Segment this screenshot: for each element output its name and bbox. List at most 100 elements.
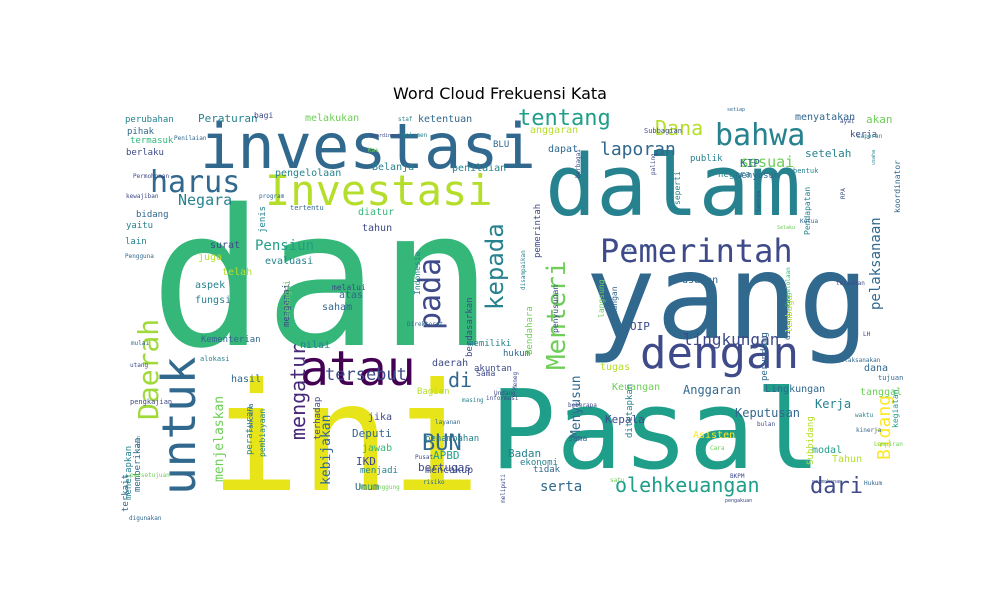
word-publik: publik (690, 154, 723, 164)
word-mencakup: mencakup (425, 465, 473, 476)
word-rpa: RPA (840, 188, 847, 199)
word-kegiatan: kegiatan (891, 389, 900, 428)
word-apbd: APBD (433, 449, 460, 462)
word-menyusun: menyusun (736, 171, 779, 181)
word-hukum: hukum (503, 349, 530, 359)
word-ekonomi: ekonomi (520, 458, 558, 468)
word-bun: BUN (422, 431, 462, 456)
word-dalam: dalam (545, 137, 801, 236)
word-penilaian: penilaian (452, 163, 506, 174)
word-dokumen: dokumen (402, 132, 428, 139)
word-peraturan: Peraturan (198, 112, 258, 125)
word-bidang: Bidang (874, 395, 895, 460)
word-layanan: layanan (435, 419, 461, 426)
word-kepala: Kepala (605, 413, 645, 426)
word-berdasarkan: berdasarkan (465, 297, 475, 357)
word-jawab: jawab (362, 443, 392, 454)
word-menteri: Menteri (542, 260, 572, 370)
word-di: di (448, 368, 472, 392)
word-melalui: melalui (332, 283, 366, 292)
word-satu: satu (610, 477, 625, 484)
word-berlaku: berlaku (126, 148, 164, 158)
word-undangan: undangan (610, 286, 619, 325)
chart-title: Word Cloud Frekuensi Kata (393, 84, 607, 103)
word-kerja: Kerja (815, 397, 851, 411)
word-direktorat: Direktorat (407, 321, 444, 328)
word-bulan: bulan (757, 421, 775, 428)
word-usaha: usaha (871, 150, 877, 165)
word-pelaksanaan: pelaksanaan (868, 217, 884, 310)
word-mengenai: mengenai (282, 284, 292, 327)
word-peraturan: peraturan (245, 406, 255, 455)
word-itu: itu (626, 244, 633, 255)
word-terhadap: terhadap (313, 397, 323, 440)
word-sama: sama (568, 434, 587, 443)
word-penambahan: penambahan (425, 434, 479, 444)
word-sesuai: sesuai (740, 153, 794, 171)
word-bank: Bank (567, 410, 582, 417)
word-dana: Dana (655, 116, 703, 140)
word-informasi: informasi (486, 395, 519, 402)
word-terkait: terkait (121, 474, 131, 512)
word-meliputi: meliputi (500, 474, 507, 503)
word-tidak: tidak (533, 465, 561, 475)
word-sebagai: sebagai (283, 280, 293, 318)
word-dan: dan (150, 169, 493, 390)
word-akan: akan (866, 113, 893, 126)
word-memberikan: memberikan (133, 438, 143, 492)
word-tujuan: tujuan (878, 374, 903, 382)
word-jenis: jenis (258, 206, 268, 233)
word-lh: LH (863, 331, 871, 338)
word-hukum: Hukum (864, 480, 882, 487)
word-bertugas: bertugas (418, 461, 471, 474)
word-dari: dari (810, 474, 863, 499)
word-telaahan: telaahan (836, 280, 865, 287)
word-pengelolaan: Pengelolaan (785, 267, 792, 307)
word-bkpm: BKPM (730, 473, 745, 480)
word-sama: Sama (476, 369, 495, 378)
word-dapat: dapat (548, 144, 578, 155)
word-memiliki: memiliki (468, 339, 511, 349)
word-investasi: Investasi (265, 166, 493, 215)
word-negara: Negara (178, 191, 232, 209)
word-ini: ini (210, 352, 481, 526)
word-pensiun: Pensiun (255, 238, 314, 254)
word-pemerintah: Pemerintah (600, 232, 793, 270)
word-lingkungan: Lingkungan (765, 384, 825, 395)
word-diatur: diatur (358, 207, 394, 218)
word-bendahara: Bendahara (525, 306, 535, 355)
word-olehkeuangan: olehkeuangan (615, 473, 760, 497)
word-anggaran: anggaran (530, 125, 578, 136)
word-tahun: tahun (362, 223, 392, 234)
word-bagian: Bagian (417, 387, 450, 397)
word-cara: Cara (710, 445, 725, 452)
word-pusat: Pusat (415, 454, 433, 461)
word-daerah: daerah (432, 358, 468, 369)
word-pembiayaan: pembiayaan (258, 409, 267, 457)
word-kinerja: kinerja (856, 427, 882, 434)
word-oip: OIP (630, 320, 650, 333)
word-lembaga: lembaga (785, 295, 795, 333)
word-kip: KIP (740, 157, 760, 170)
word-setiap: setiap (727, 107, 745, 113)
word-investasi: investasi (200, 110, 536, 183)
word-disampaikan: disampaikan (520, 250, 527, 290)
word-usulan: usulan (682, 275, 718, 286)
word-atau: atau (300, 341, 416, 397)
word-ketentuan: ketentuan (418, 114, 472, 125)
word-negara: negara (718, 170, 751, 180)
word-permohonan: permohonan (812, 479, 842, 485)
word-perubahan: perubahan (125, 115, 174, 125)
word-yang: yang (585, 228, 869, 366)
word-pihak: pihak (127, 127, 155, 137)
word-kas: Kas (368, 147, 379, 154)
word-lampiran: Lampiran (874, 441, 903, 448)
word-setelah: setelah (805, 147, 851, 160)
word-deputi: Deputi (352, 427, 392, 440)
word-permohonan: Permohonan (133, 173, 170, 180)
word-tanggal: tanggal (860, 387, 902, 398)
word-tahun: Tahun (832, 454, 862, 465)
word-umum: Umum (355, 482, 379, 493)
word-blu: BLU (493, 140, 509, 150)
word-indonesia: Indonesia (413, 251, 422, 295)
